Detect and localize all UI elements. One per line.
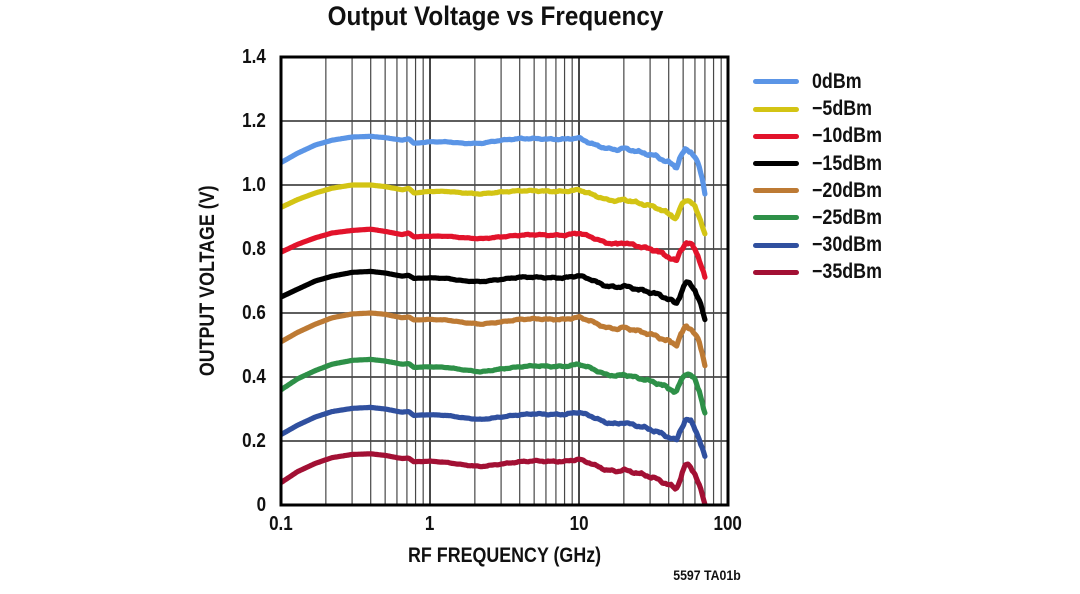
- legend-line-swatch: [753, 79, 799, 85]
- legend-label: −25dBm: [812, 205, 882, 229]
- x-tick-label: 10: [569, 513, 589, 535]
- legend-item: −30dBm: [753, 232, 953, 259]
- legend-label: −30dBm: [812, 233, 882, 257]
- y-tick-label: 0.8: [242, 238, 266, 260]
- legend-item: 0dBm: [753, 68, 953, 95]
- y-tick-label: 0: [256, 494, 266, 516]
- legend-label: −5dBm: [812, 97, 873, 121]
- legend-line-swatch: [753, 133, 799, 139]
- legend-item: −25dBm: [753, 204, 953, 231]
- legend-item: −35dBm: [753, 259, 953, 286]
- x-tick-label: 100: [713, 513, 743, 535]
- chart-title: Output Voltage vs Frequency: [328, 1, 664, 31]
- legend-label: −15dBm: [812, 151, 882, 175]
- legend-line-swatch: [753, 106, 799, 112]
- data-curves: [281, 133, 708, 505]
- x-tick-label: 0.1: [269, 513, 293, 535]
- legend-item: −10dBm: [753, 123, 953, 150]
- legend-label: −35dBm: [812, 260, 882, 284]
- legend-label: 0dBm: [812, 69, 862, 93]
- y-tick-label: 0.4: [242, 366, 266, 388]
- x-axis-label: RF FREQUENCY (GHz): [407, 544, 602, 567]
- legend-item: −5dBm: [753, 96, 953, 123]
- legend-label: −20dBm: [812, 178, 882, 202]
- legend-line-swatch: [753, 188, 799, 194]
- x-tick-label: 1: [425, 513, 435, 535]
- plot-frame: [279, 55, 730, 507]
- y-tick-label: 0.6: [242, 302, 266, 324]
- y-tick-label: 0.2: [242, 430, 266, 452]
- legend-line-swatch: [753, 161, 799, 167]
- legend-line-swatch: [753, 242, 799, 248]
- grid-lines: [281, 57, 728, 505]
- y-tick-label: 1.2: [242, 110, 266, 132]
- legend-item: −20dBm: [753, 177, 953, 204]
- y-tick-label: 1.4: [242, 46, 266, 68]
- y-tick-label: 1.0: [242, 174, 266, 196]
- figure-number: 5597 TA01b: [673, 567, 741, 583]
- legend-line-swatch: [753, 215, 799, 221]
- legend-item: −15dBm: [753, 150, 953, 177]
- y-axis-label: OUTPUT VOLTAGE (V): [196, 185, 219, 377]
- legend-line-swatch: [753, 269, 799, 275]
- legend-label: −10dBm: [812, 124, 882, 148]
